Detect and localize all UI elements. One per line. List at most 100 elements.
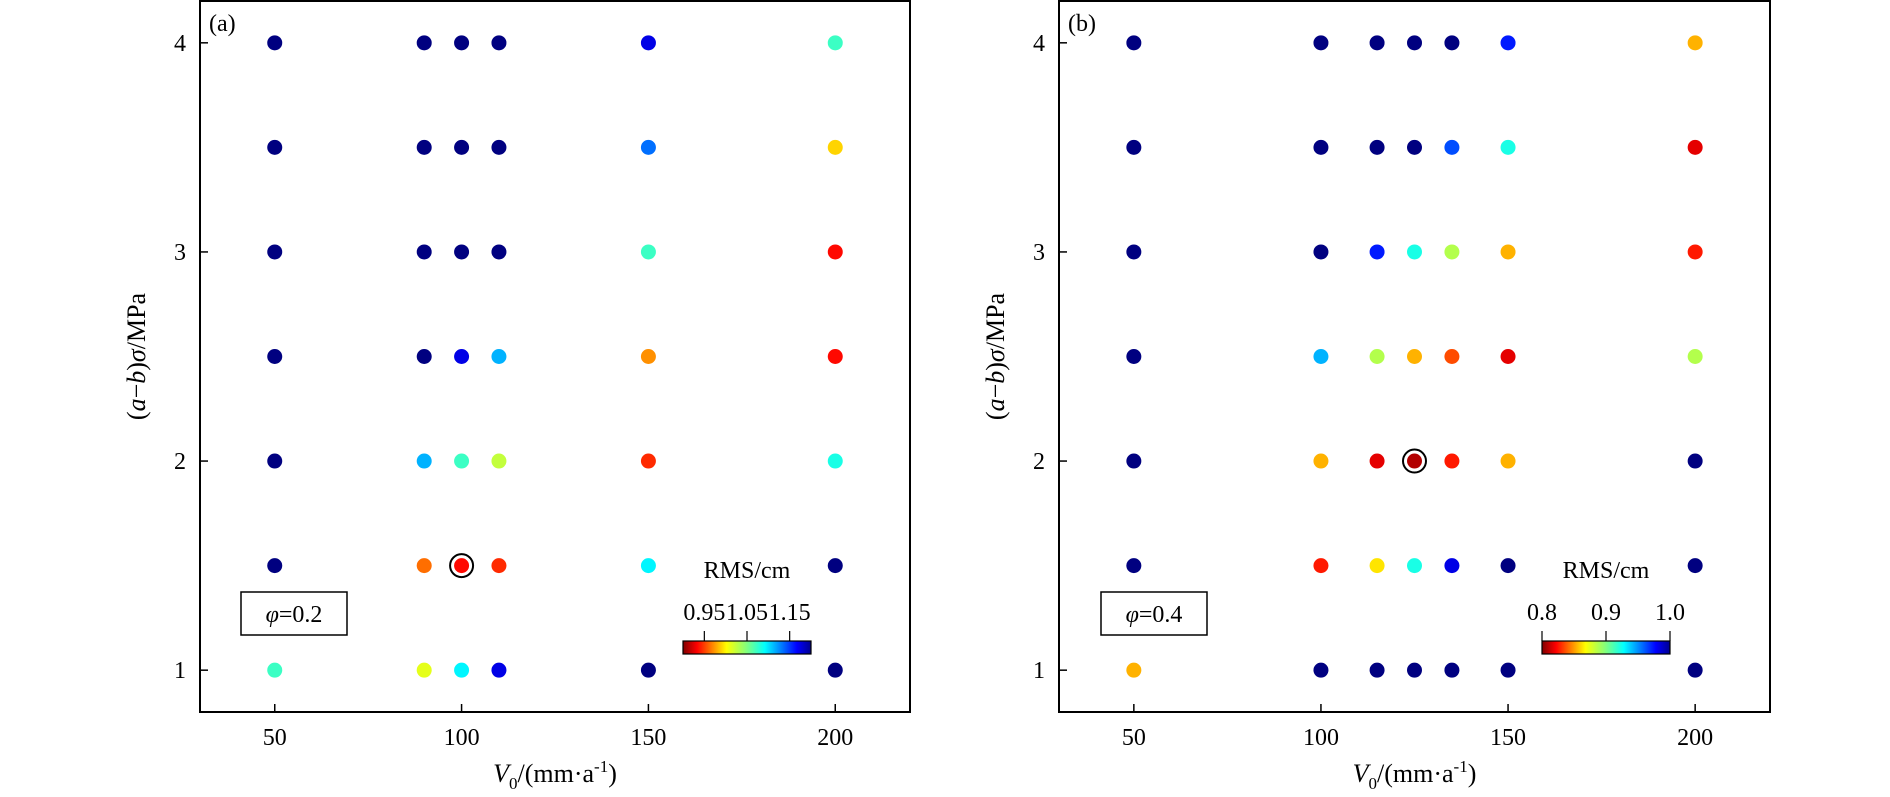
data-point <box>1126 349 1142 364</box>
x-tick-label: 50 <box>1122 725 1146 751</box>
colorbar-tick-label: 0.8 <box>1527 600 1557 626</box>
data-point <box>1500 349 1516 364</box>
data-point <box>1126 558 1142 574</box>
data-point <box>1500 662 1516 678</box>
data-point <box>1500 35 1516 51</box>
chart-panels: (a)50 100 150 2001234V0/(mm·a-1)(a−b)σ/MPaφ… <box>122 0 1771 793</box>
data-point <box>267 244 283 260</box>
data-point <box>1126 139 1142 155</box>
data-point <box>491 662 507 678</box>
colorbar-tick-label: 1.0 <box>1655 600 1685 626</box>
data-point <box>1500 139 1516 155</box>
data-point <box>1407 453 1422 469</box>
data-point <box>267 35 283 51</box>
data-point <box>454 453 470 469</box>
data-point <box>491 244 507 260</box>
data-point <box>416 558 432 574</box>
colorbar-tick-label: 0.95 <box>683 600 725 626</box>
annotation-text: φ=0.4 <box>1126 602 1183 628</box>
data-point <box>1444 139 1460 155</box>
data-point <box>827 558 843 574</box>
data-point <box>1369 662 1385 678</box>
data-point <box>1407 35 1422 51</box>
data-point <box>1369 35 1385 51</box>
panel-a: (a) 50 100 150 200 1 2 3 4 V0/(mm·a-1) (a−b)σ/MPa φ… <box>122 0 911 793</box>
colorbar-tick-label: 1.15 <box>769 600 811 626</box>
data-point <box>416 662 432 678</box>
data-point <box>267 349 283 364</box>
colorbar-title: RMS/cm <box>1563 558 1650 584</box>
y-tick-label: 4 <box>1033 31 1045 57</box>
x-tick-label: 150 <box>630 725 666 751</box>
data-point <box>1500 244 1516 260</box>
data-point <box>827 662 843 678</box>
data-point <box>1687 35 1703 51</box>
y-tick-label: 2 <box>1033 449 1045 475</box>
data-point <box>1500 558 1516 574</box>
data-point <box>640 662 656 678</box>
data-point <box>1126 35 1142 51</box>
data-point <box>640 35 656 51</box>
data-point <box>1687 662 1703 678</box>
data-point <box>491 453 507 469</box>
y-tick-label: 3 <box>1033 240 1045 266</box>
panel-b: (b) 50 100 150 200 1 2 3 4 V0/(mm·a-1) (a−b)σ/MPa φ… <box>981 0 1771 793</box>
annotation-box <box>240 591 348 636</box>
y-axis-label: (a−b)σ/MPa <box>122 292 151 420</box>
panel-label: (b) <box>1068 11 1096 37</box>
data-point <box>1407 139 1422 155</box>
data-point <box>267 558 283 574</box>
data-point <box>640 453 656 469</box>
annotation-text: φ=0.2 <box>266 602 323 628</box>
x-tick-label: 200 <box>1677 725 1713 751</box>
data-point <box>1687 349 1703 364</box>
y-tick-label: 1 <box>174 658 186 684</box>
x-tick-label: 100 <box>1303 725 1339 751</box>
annotation-box <box>1100 591 1208 636</box>
data-point <box>1313 35 1329 51</box>
plot-frame <box>199 0 911 713</box>
data-point <box>267 453 283 469</box>
data-point <box>491 558 507 574</box>
data-point <box>491 349 507 364</box>
data-point <box>1444 453 1460 469</box>
data-point <box>491 35 507 51</box>
x-axis-label: V0/(mm·a-1) <box>493 757 617 793</box>
data-point <box>1687 139 1703 155</box>
data-point <box>1407 349 1422 364</box>
data-point <box>454 35 470 51</box>
y-axis-label: (a−b)σ/MPa <box>981 292 1010 420</box>
data-point <box>827 244 843 260</box>
data-point <box>1444 244 1460 260</box>
data-point <box>416 453 432 469</box>
data-point <box>1407 662 1422 678</box>
data-point <box>827 139 843 155</box>
data-point <box>1313 244 1329 260</box>
data-point <box>491 139 507 155</box>
highlight-ring <box>1402 448 1427 474</box>
data-point <box>1369 139 1385 155</box>
x-tick-label: 50 <box>263 725 287 751</box>
plot-frame <box>1058 0 1771 713</box>
data-point <box>1369 244 1385 260</box>
data-point <box>640 244 656 260</box>
data-point <box>827 349 843 364</box>
data-point <box>1313 558 1329 574</box>
data-point <box>827 453 843 469</box>
data-point <box>1313 662 1329 678</box>
data-point <box>1313 139 1329 155</box>
data-point <box>1313 453 1329 469</box>
data-point <box>640 558 656 574</box>
data-point <box>454 558 470 574</box>
data-point <box>640 139 656 155</box>
data-point <box>454 139 470 155</box>
data-point <box>416 244 432 260</box>
data-point <box>1687 244 1703 260</box>
data-point <box>640 349 656 364</box>
y-tick-label: 2 <box>174 449 186 475</box>
colorbar <box>1541 640 1671 655</box>
x-tick-label: 200 <box>817 725 853 751</box>
data-point <box>1369 453 1385 469</box>
data-point <box>416 35 432 51</box>
